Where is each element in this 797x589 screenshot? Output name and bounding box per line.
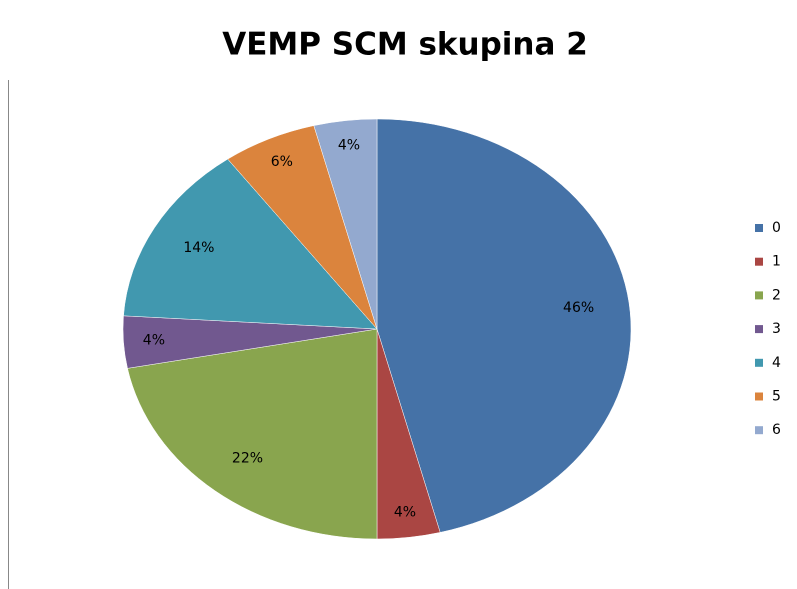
chart-title: VEMP SCM skupina 2 bbox=[222, 27, 588, 63]
data-label: 22% bbox=[232, 450, 263, 466]
pie-slice bbox=[127, 328, 378, 540]
data-label: 14% bbox=[183, 240, 214, 256]
data-label: 4% bbox=[338, 138, 360, 154]
legend-swatch bbox=[755, 358, 763, 367]
data-label: 4% bbox=[394, 504, 416, 520]
legend-swatch bbox=[755, 291, 763, 300]
legend-swatch bbox=[755, 392, 763, 401]
legend-label: 3 bbox=[772, 321, 781, 337]
legend-label: 4 bbox=[772, 355, 781, 371]
data-label: 46% bbox=[563, 300, 594, 316]
pie-slice bbox=[376, 118, 632, 533]
legend-label: 2 bbox=[772, 287, 781, 303]
data-label: 4% bbox=[143, 333, 165, 349]
legend-label: 6 bbox=[772, 422, 781, 438]
legend-swatch bbox=[755, 257, 763, 266]
legend-swatch bbox=[755, 426, 763, 435]
legend-swatch bbox=[755, 224, 763, 232]
pie-slice bbox=[313, 118, 378, 330]
data-label: 6% bbox=[271, 154, 293, 170]
legend-label: 0 bbox=[772, 220, 781, 236]
legend-label: 1 bbox=[772, 254, 781, 270]
legend-label: 5 bbox=[772, 389, 781, 405]
pie-slice bbox=[123, 158, 378, 330]
legend-swatch bbox=[755, 325, 763, 334]
